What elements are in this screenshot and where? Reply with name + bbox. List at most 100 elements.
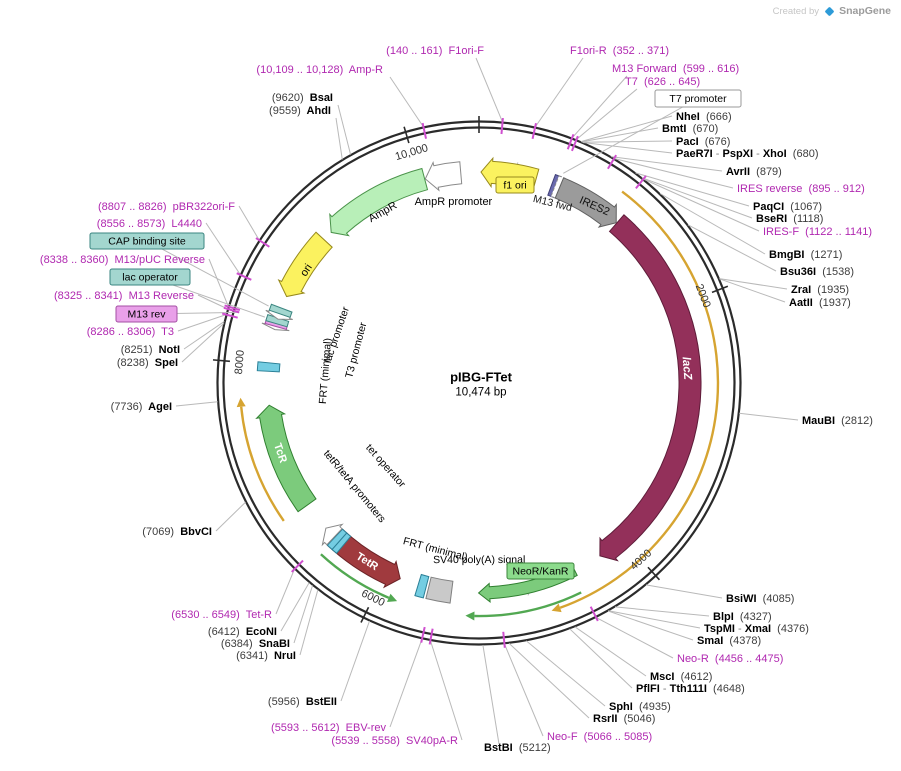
feature-ori[interactable] (277, 231, 333, 298)
site-label-amp-r-primer[interactable]: (10,109 .. 10,128) Amp-R (256, 64, 383, 76)
site-label-paci[interactable]: PacI (676) (676, 136, 730, 148)
primer-site-tick[interactable] (224, 304, 241, 312)
site-label-m13-forward[interactable]: M13 Forward (599 .. 616) (612, 63, 739, 75)
feature-lac-operator[interactable] (265, 313, 290, 328)
primer-site-tick[interactable] (571, 135, 579, 152)
primer-site-tick[interactable] (420, 626, 426, 643)
site-label-avrii[interactable]: AvrII (879) (726, 166, 782, 178)
feature-tet-operator-2[interactable] (326, 528, 348, 551)
site-label-tet-r-primer[interactable]: (6530 .. 6549) Tet-R (171, 609, 272, 621)
feature-tetr-teta-promoters[interactable] (321, 523, 344, 547)
feature-ires2[interactable] (554, 177, 617, 228)
feature-label-ampr-promoter[interactable]: AmpR promoter (415, 196, 493, 208)
primer-site-tick[interactable] (291, 559, 304, 573)
site-label-pflfi-tth111i[interactable]: PflFI - Tth111I (4648) (636, 683, 745, 695)
site-label-sv40pa-r[interactable]: (5539 .. 5558) SV40pA-R (331, 735, 458, 747)
site-label-tspmi-xmai[interactable]: TspMI - XmaI (4376) (704, 623, 809, 635)
site-label-spei[interactable]: (8238) SpeI (117, 357, 178, 369)
feature-frt-minimal-1[interactable] (256, 361, 281, 373)
callout-line-msci (574, 626, 647, 677)
feature-label-lacz[interactable]: lacZ (680, 356, 694, 381)
primer-site-tick[interactable] (428, 628, 434, 645)
site-label-bsiwi[interactable]: BsiWI (4085) (726, 593, 794, 605)
site-label-m13-reverse[interactable]: (8325 .. 8341) M13 Reverse (54, 290, 194, 302)
site-label-zrai[interactable]: ZraI (1935) (791, 284, 849, 296)
boxed-label-f1-ori[interactable] (495, 176, 535, 194)
primer-site-tick[interactable] (531, 122, 537, 140)
site-label-nrui[interactable]: (6341) NruI (236, 650, 296, 662)
site-label-bseri[interactable]: BseRI (1118) (756, 213, 823, 225)
feature-frt-minimal-2[interactable] (414, 573, 430, 599)
site-label-paer7i-pspxi-xhoi[interactable]: PaeR7I - PspXI - XhoI (680) (676, 148, 818, 160)
feature-amp-r-promoter[interactable] (424, 160, 463, 192)
feature-lac-z[interactable] (599, 214, 702, 562)
site-label-msci[interactable]: MscI (4612) (650, 671, 712, 683)
site-label-ires-f[interactable]: IRES-F (1122 .. 1141) (763, 226, 872, 238)
feature-label-tet-operator[interactable]: tet operator (363, 442, 408, 491)
site-label-bstbi[interactable]: BstBI (5212) (484, 742, 551, 754)
feature-cap-binding-site[interactable] (268, 303, 293, 319)
site-label-paqci[interactable]: PaqCI (1067) (753, 201, 822, 213)
site-label-bsai[interactable]: (9620) BsaI (272, 92, 333, 104)
boxed-label-lac-operator[interactable] (109, 268, 191, 286)
primer-site-tick[interactable] (236, 272, 252, 281)
boxed-label-t7-promoter[interactable] (654, 89, 742, 108)
site-label-neo-f[interactable]: Neo-F (5066 .. 5085) (547, 731, 652, 743)
site-label-m13-puc-reverse[interactable]: (8338 .. 8360) M13/pUC Reverse (40, 254, 205, 266)
site-label-bmgbi[interactable]: BmgBI (1271) (769, 249, 842, 261)
boxed-label-cap-binding-site[interactable] (89, 232, 205, 250)
primer-site-tick[interactable] (589, 606, 599, 622)
feature-amp-r[interactable] (329, 167, 429, 237)
primer-site-tick[interactable] (607, 154, 618, 170)
feature-tet-r-cds[interactable] (326, 528, 401, 589)
site-label-nhei[interactable]: NheI (666) (676, 111, 732, 123)
site-label-rsrii[interactable]: RsrII (5046) (593, 713, 655, 725)
site-label-agei[interactable]: (7736) AgeI (111, 401, 172, 413)
site-label-maubi[interactable]: MauBI (2812) (802, 415, 873, 427)
primer-site-tick[interactable] (500, 117, 504, 135)
site-label-f1ori-f[interactable]: (140 .. 161) F1ori-F (386, 45, 484, 57)
orf-lacz-region[interactable] (559, 190, 720, 609)
site-label-econi[interactable]: (6412) EcoNI (208, 626, 277, 638)
site-label-bbvci[interactable]: (7069) BbvCI (142, 526, 212, 538)
feature-label-t3-promoter[interactable]: T3 promoter (343, 321, 369, 380)
orf-neo-region[interactable] (474, 591, 582, 618)
site-label-bmti[interactable]: BmtI (670) (662, 123, 718, 135)
primer-site-tick[interactable] (421, 122, 427, 139)
site-label-noti[interactable]: (8251) NotI (121, 344, 180, 356)
feature-t7-promoter-site[interactable] (550, 175, 566, 200)
feature-tc-r[interactable] (255, 404, 317, 513)
site-label-ebv-rev[interactable]: (5593 .. 5612) EBV-rev (271, 722, 386, 734)
primer-site-tick[interactable] (502, 631, 506, 648)
boxed-label-neor-kanr[interactable] (506, 562, 575, 580)
feature-label-ori[interactable]: ori (298, 262, 315, 279)
site-label-t7-primer[interactable]: T7 (626 .. 645) (625, 76, 700, 88)
primer-site-tick[interactable] (635, 175, 647, 189)
site-label-pbr322ori-f[interactable]: (8807 .. 8826) pBR322ori-F (98, 201, 235, 213)
primer-site-tick[interactable] (221, 312, 238, 319)
site-label-bsteii[interactable]: (5956) BstEII (268, 696, 337, 708)
primer-site-tick[interactable] (566, 133, 575, 150)
site-label-t3-primer[interactable]: (8286 .. 8306) T3 (87, 326, 174, 338)
callout-line-tspmi-xmai (608, 610, 701, 629)
primer-site-tick[interactable] (255, 237, 270, 248)
site-label-sphi[interactable]: SphI (4935) (609, 701, 671, 713)
feature-sv40-polya[interactable] (425, 576, 454, 604)
site-label-ahdi[interactable]: (9559) AhdI (269, 105, 331, 117)
site-label-bsu36i[interactable]: Bsu36I (1538) (780, 266, 854, 278)
site-label-smai[interactable]: SmaI (4378) (697, 635, 761, 647)
scale-tick-label: 8000 (233, 349, 247, 374)
primer-site-tick[interactable] (223, 306, 240, 314)
orf-tetr-region[interactable] (320, 553, 390, 599)
feature-label-frt-minimal-left[interactable]: FRT (minimal) (317, 338, 334, 405)
site-label-blpi[interactable]: BlpI (4327) (713, 611, 772, 623)
site-label-ires-reverse[interactable]: IRES reverse (895 .. 912) (737, 183, 865, 195)
site-label-f1ori-r[interactable]: F1ori-R (352 .. 371) (570, 45, 669, 57)
feature-label-sv40-polya[interactable]: SV40 poly(A) signal (433, 554, 525, 566)
site-label-aatii[interactable]: AatII (1937) (789, 297, 851, 309)
orf-tcr-region[interactable] (240, 406, 285, 522)
site-label-l4440[interactable]: (8556 .. 8573) L4440 (97, 218, 202, 230)
boxed-label-m13-rev[interactable] (115, 305, 178, 323)
site-label-snabi[interactable]: (6384) SnaBI (221, 638, 290, 650)
site-label-neo-r[interactable]: Neo-R (4456 .. 4475) (677, 653, 783, 665)
